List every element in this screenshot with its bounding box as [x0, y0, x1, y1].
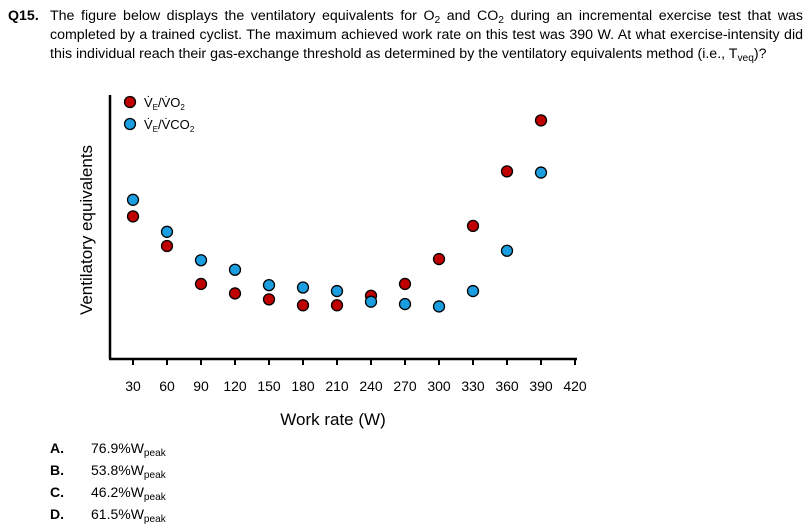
x-tick-label: 30: [125, 378, 141, 394]
x-tick-label: 270: [393, 378, 417, 394]
question-text-part: and CO: [440, 8, 499, 24]
chart-axes: 30 60 90 120 150 180 210 240 270 300 330 360 390 420: [108, 95, 587, 394]
answer-value: 46.2%Wpeak: [91, 484, 166, 503]
ve-vo2-point: [228, 287, 242, 300]
ve-vco2-point: [330, 284, 344, 298]
x-tick-label: 240: [359, 378, 383, 394]
answer-value: 53.8%Wpeak: [91, 462, 166, 481]
answer-letter: A.: [50, 440, 64, 456]
question-text-part: during an incremental exercise test that…: [50, 8, 803, 62]
ve-vo2-point: [500, 165, 514, 178]
ve-vo2-point: [126, 210, 140, 223]
x-tick-label: 300: [427, 378, 451, 394]
y-axis-label: Ventilatory equivalents: [77, 145, 96, 315]
ve-vo2-point: [330, 299, 344, 312]
x-tick-label: 60: [159, 378, 175, 394]
answer-value: 76.9%Wpeak: [91, 440, 166, 459]
x-tick-label: 180: [291, 378, 315, 394]
legend-marker-ve-vco2: [123, 117, 137, 131]
x-tick-label: 90: [193, 378, 209, 394]
question-text-part: The figure below displays the ventilator…: [50, 8, 435, 24]
question-subscript: 2: [434, 14, 441, 26]
question-subscript: 2: [498, 14, 504, 26]
ve-vco2-point: [194, 254, 208, 267]
legend-label-ve-vco2: V̇E/V̇CO2: [144, 117, 195, 134]
chart-legend: V̇E/V̇O2 V̇E/V̇CO2: [123, 95, 195, 134]
ve-vco2-point: [364, 295, 378, 308]
x-axis-label: Work rate (W): [280, 410, 385, 429]
ve-vo2-point: [160, 239, 174, 253]
answer-letter: B.: [50, 462, 64, 478]
ve-vo2-point: [534, 114, 548, 127]
chart-points: [126, 114, 548, 313]
question-block: Q15. The figure below displays the venti…: [8, 7, 803, 64]
x-tick-label: 330: [461, 378, 485, 394]
ve-vco2-point: [126, 193, 140, 206]
question-number: Q15.: [8, 8, 39, 24]
answer-letter: D.: [50, 506, 64, 522]
x-tick-label: 120: [223, 378, 247, 394]
ve-vo2-point: [466, 219, 480, 233]
ve-vo2-point: [194, 277, 208, 291]
ve-vco2-point: [432, 300, 446, 313]
ve-vco2-point: [160, 225, 174, 238]
x-tick-label: 390: [529, 378, 553, 394]
question-text: The figure below displays the ventilator…: [50, 7, 803, 64]
answer-letter: C.: [50, 484, 64, 500]
ve-vo2-point: [296, 299, 310, 312]
ve-vo2-point: [262, 293, 276, 306]
legend-label-ve-vo2: V̇E/V̇O2: [144, 95, 185, 112]
question-subscript: veq: [737, 52, 754, 64]
ve-vo2-point: [432, 252, 446, 266]
question-text-part: )?: [753, 46, 767, 62]
ve-vco2-point: [534, 166, 548, 179]
ve-vco2-point: [296, 281, 310, 294]
legend-marker-ve-vo2: [123, 95, 137, 109]
ve-vco2-point: [262, 278, 276, 292]
answer-value: 61.5%Wpeak: [91, 506, 166, 525]
x-tick-label: 360: [495, 378, 519, 394]
x-tick-label: 150: [257, 378, 281, 394]
x-tick-label: 420: [563, 378, 587, 394]
scatter-chart: 30 60 90 120 150 180 210 240 270 300 330 360 390 420 …: [77, 95, 587, 429]
ve-vco2-point: [398, 297, 412, 311]
x-tick-label: 210: [325, 378, 349, 394]
ve-vco2-point: [500, 244, 514, 257]
ve-vo2-point: [398, 277, 412, 291]
ve-vco2-point: [466, 284, 480, 298]
ve-vco2-point: [228, 263, 242, 276]
